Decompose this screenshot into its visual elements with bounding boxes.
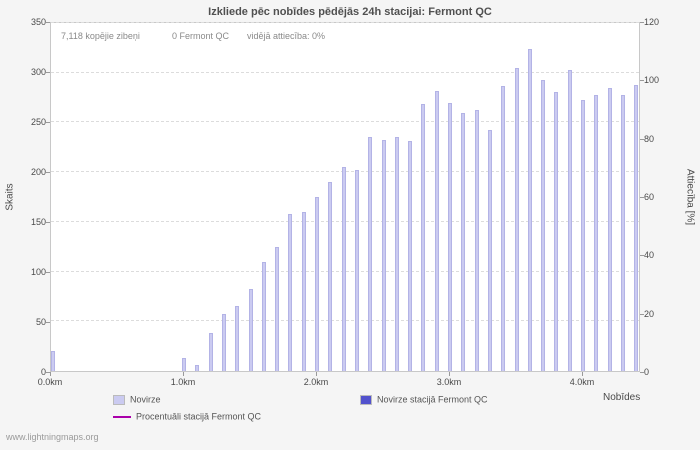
bar-novirze [288, 214, 292, 371]
bar-novirze [461, 113, 465, 371]
right-tick-label: 40 [644, 250, 655, 260]
bar-novirze [634, 85, 638, 371]
gridline [51, 72, 639, 73]
left-tick-label: 150 [30, 217, 46, 227]
tick-mark [46, 122, 50, 123]
tick-mark [316, 372, 317, 376]
bar-novirze [528, 49, 532, 371]
left-tick-label: 50 [35, 317, 46, 327]
bar-novirze [382, 140, 386, 371]
bar-novirze [568, 70, 572, 371]
legend-label: Novirze [130, 394, 161, 405]
right-tick-label: 60 [644, 192, 655, 202]
tick-mark [46, 72, 50, 73]
chart-title: Izkliede pēc nobīdes pēdējās 24h stacija… [208, 6, 492, 18]
x-tick-label: 2.0km [303, 377, 329, 387]
legend-swatch-percent-line [113, 415, 131, 418]
bar-novirze [302, 212, 306, 371]
tick-mark [46, 222, 50, 223]
gridline [51, 22, 639, 23]
bar-novirze [488, 130, 492, 371]
legend-item: Novirze [113, 394, 161, 406]
bar-novirze [195, 365, 199, 371]
tick-mark [640, 314, 644, 315]
bar-novirze [249, 289, 253, 371]
tick-mark [46, 322, 50, 323]
bar-novirze [501, 86, 505, 371]
x-tick-label: 1.0km [170, 377, 196, 387]
watermark-link: www.lightningmaps.org [6, 432, 99, 442]
right-tick-label: 0 [644, 367, 650, 377]
left-tick-label: 300 [30, 67, 46, 77]
bar-novirze [541, 80, 545, 371]
station-strikes-text: 0 Fermont QC [172, 31, 230, 41]
legend-label: Procentuāli stacijā Fermont QC [136, 411, 262, 422]
tick-mark [640, 139, 644, 140]
tick-mark [640, 80, 644, 81]
bar-novirze [421, 104, 425, 371]
total-strikes-text: 7,118 kopējie zibeņi [61, 31, 140, 41]
tick-mark [449, 372, 450, 376]
bar-novirze [209, 333, 213, 371]
left-tick-label: 350 [30, 17, 46, 27]
tick-mark [640, 197, 644, 198]
legend-label: Novirze stacijā Fermont QC [377, 394, 488, 405]
bar-novirze [475, 110, 479, 371]
bar-novirze [448, 103, 452, 371]
legend-swatch-bar [113, 394, 125, 405]
bar-novirze [581, 100, 585, 371]
x-tick-label: 0.0km [37, 377, 63, 387]
tick-mark [46, 372, 50, 373]
x-tick-label: 4.0km [569, 377, 595, 387]
x-axis-label: Nobīdes [603, 392, 641, 403]
x-tick-label: 3.0km [436, 377, 462, 387]
legend-item: Novirze stacijā Fermont QC [360, 394, 488, 406]
left-tick-label: 200 [30, 167, 46, 177]
tick-mark [46, 172, 50, 173]
right-tick-label: 120 [644, 17, 660, 27]
bar-novirze [275, 247, 279, 371]
bar-novirze [435, 91, 439, 371]
bar-novirze [408, 141, 412, 371]
bar-novirze [182, 358, 186, 371]
tick-mark [46, 22, 50, 23]
right-tick-label: 20 [644, 309, 655, 319]
avg-ratio-text: vidējā attiecība: 0% [247, 31, 326, 41]
bar-novirze [262, 262, 266, 371]
bar-novirze [368, 137, 372, 371]
legend-swatch-bar [360, 394, 372, 405]
bar-novirze [608, 88, 612, 371]
tick-mark [50, 372, 51, 376]
right-axis-label: Attiecība [%] [684, 168, 696, 226]
tick-mark [582, 372, 583, 376]
bar-novirze [235, 306, 239, 371]
bar-novirze [554, 92, 558, 371]
gridline [51, 121, 639, 122]
tick-mark [640, 372, 644, 373]
bar-novirze [328, 182, 332, 371]
left-axis-label: Skaits [4, 183, 16, 211]
tick-mark [640, 255, 644, 256]
right-tick-label: 80 [644, 134, 655, 144]
bar-novirze [342, 167, 346, 371]
bar-novirze [621, 95, 625, 371]
bar-novirze [51, 351, 55, 371]
plot-area: 7,118 kopējie zibeņi 0 Fermont QC vidējā… [50, 22, 640, 372]
left-tick-label: 100 [30, 267, 46, 277]
tick-mark [46, 272, 50, 273]
tick-mark [640, 22, 644, 23]
bar-novirze [355, 170, 359, 371]
legend-item: Procentuāli stacijā Fermont QC [113, 411, 261, 423]
bar-novirze [315, 197, 319, 371]
bar-novirze [515, 68, 519, 371]
left-tick-label: 0 [40, 367, 46, 377]
bar-novirze [395, 137, 399, 371]
tick-mark [183, 372, 184, 376]
left-tick-label: 250 [30, 117, 46, 127]
bar-novirze [222, 314, 226, 371]
bar-novirze [594, 95, 598, 371]
right-tick-label: 100 [644, 75, 660, 85]
